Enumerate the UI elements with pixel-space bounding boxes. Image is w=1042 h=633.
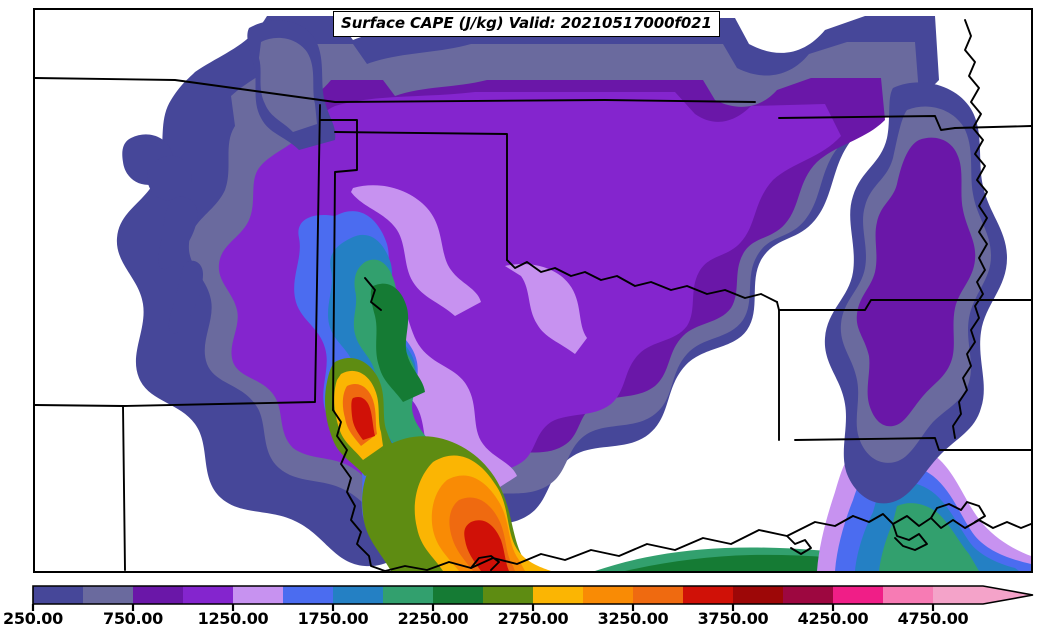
boundary-ks-ne — [35, 77, 756, 103]
boundary-ar-mo — [778, 115, 956, 131]
boundary-ok-panhandle — [334, 131, 508, 261]
colorbar-container: 250.00 750.00 1250.00 1750.00 2250.00 2750.00… — [0, 577, 1042, 633]
colorbar-segment-1000-1250 — [183, 586, 234, 604]
colorbar-gradient — [31, 585, 1034, 611]
colorbar-segment-2250-2500 — [433, 586, 484, 604]
colorbar — [31, 585, 1034, 611]
contour-fill-layer — [116, 16, 1031, 571]
boundary-co-nm — [35, 104, 321, 407]
colorbar-segment-2500-2750 — [483, 586, 534, 604]
mississippi-river — [952, 19, 988, 439]
colorbar-tick-label-750: 750.00 — [103, 609, 163, 628]
colorbar-tick-label-3250: 3250.00 — [597, 609, 669, 628]
colorbar-segment-3750-4000 — [733, 586, 784, 604]
colorbar-segment-1250-1500 — [233, 586, 284, 604]
colorbar-segment-3500-3750 — [683, 586, 734, 604]
boundary-nm-az — [122, 405, 126, 571]
contour-band-750-1000-ms — [856, 137, 976, 427]
plot-title-text: Surface CAPE (J/kg) Valid: 20210517000f0… — [341, 14, 712, 32]
colorbar-segment-750-1000 — [133, 586, 184, 604]
colorbar-segment-3000-3250 — [583, 586, 634, 604]
colorbar-outline — [32, 585, 1034, 605]
lake-pontchartrain — [930, 501, 986, 523]
colorbar-tick-label-250: 250.00 — [3, 609, 63, 628]
colorbar-segment-4250-4500 — [833, 586, 884, 604]
contour-band-1250-1500-c — [505, 264, 587, 354]
plot-title-box: Surface CAPE (J/kg) Valid: 20210517000f0… — [333, 11, 720, 37]
colorbar-segment-2750-3000 — [533, 586, 584, 604]
texas-gulf-coast — [384, 515, 854, 571]
colorbar-tick-label-3750: 3750.00 — [697, 609, 769, 628]
colorbar-segment-1750-2000 — [333, 586, 384, 604]
colorbar-segment-4750-5000 — [933, 586, 984, 604]
louisiana-coast — [852, 513, 1031, 529]
mississippi-delta — [892, 523, 928, 551]
colorbar-segment-3250-3500 — [633, 586, 684, 604]
galveston-bay — [786, 535, 812, 555]
colorbar-tick-label-4250: 4250.00 — [797, 609, 869, 628]
boundary-nm-tx — [319, 119, 358, 411]
colorbar-tick-label-2250: 2250.00 — [397, 609, 469, 628]
colorbar-segment-4500-4750 — [883, 586, 934, 604]
colorbar-extend-max-arrow — [983, 586, 1033, 604]
colorbar-segment-250-500 — [33, 586, 84, 604]
colorbar-segment-500-750 — [83, 586, 134, 604]
map-plot-area — [33, 8, 1033, 573]
colorbar-tick-label-2750: 2750.00 — [497, 609, 569, 628]
boundary-ms-tn — [954, 125, 1031, 129]
contour-band-2250-2500 — [370, 283, 425, 402]
boundary-ar-la — [778, 299, 936, 311]
contour-band-1250-1500-b — [351, 185, 481, 316]
colorbar-tick-label-4750: 4750.00 — [897, 609, 969, 628]
colorbar-segment-1500-1750 — [283, 586, 334, 604]
colorbar-tick-labels: 250.00 750.00 1250.00 1750.00 2250.00 2750.00… — [0, 609, 1042, 631]
rio-grande — [332, 409, 386, 571]
corpus-christi-bay — [470, 555, 500, 571]
state-boundaries-layer — [35, 19, 1031, 571]
boundary-la-north — [794, 437, 1031, 451]
colorbar-segment-2000-2250 — [383, 586, 434, 604]
cape-contour-map — [35, 16, 1031, 571]
colorbar-tick-label-1250: 1250.00 — [197, 609, 269, 628]
colorbar-tick-label-1750: 1750.00 — [297, 609, 369, 628]
boundary-red-river — [506, 259, 778, 303]
colorbar-segment-4000-4250 — [783, 586, 834, 604]
interior-river-ok — [364, 277, 382, 311]
